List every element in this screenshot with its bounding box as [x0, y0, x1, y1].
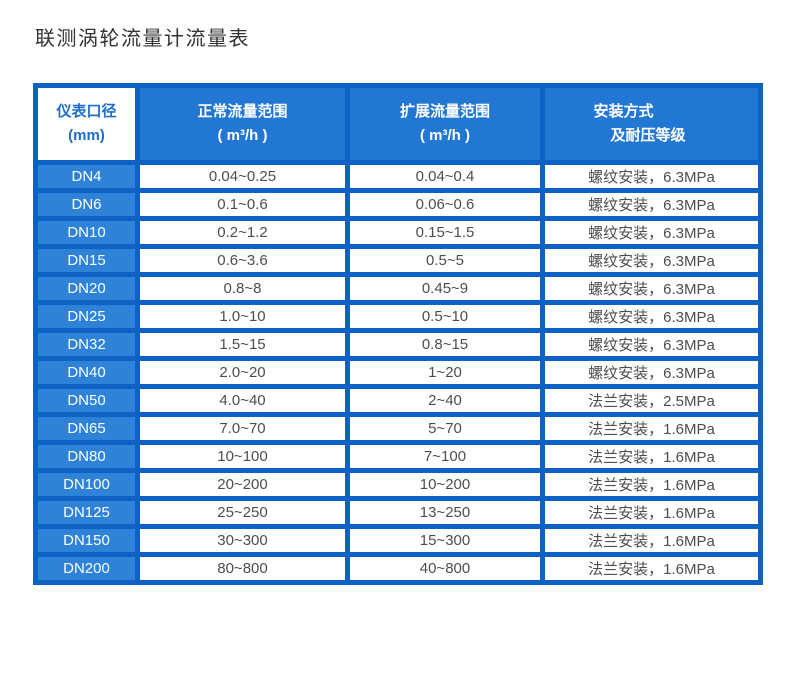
cell-install-method: 法兰安装，2.5MPa [540, 384, 763, 417]
cell-dn: DN50 [33, 384, 140, 417]
cell-install-method: 螺纹安装，6.3MPa [540, 272, 763, 305]
cell-install-method: 螺纹安装，6.3MPa [540, 160, 763, 193]
cell-dn: DN100 [33, 468, 140, 501]
cell-install-method: 螺纹安装，6.3MPa [540, 216, 763, 249]
cell-extended-range: 7~100 [345, 440, 545, 473]
cell-extended-range: 10~200 [345, 468, 545, 501]
header-normal-flow-range: 正常流量范围 ( m³/h ) [135, 83, 350, 165]
cell-normal-range: 0.04~0.25 [135, 160, 350, 193]
cell-dn: DN6 [33, 188, 140, 221]
cell-extended-range: 0.8~15 [345, 328, 545, 361]
cell-normal-range: 25~250 [135, 496, 350, 529]
cell-install-method: 法兰安装，1.6MPa [540, 468, 763, 501]
header-meter-diameter-line2: (mm) [68, 127, 105, 144]
table-row: DN125 25~250 13~250 法兰安装，1.6MPa [33, 496, 763, 529]
flow-rate-table: 仪表口径 (mm) 正常流量范围 ( m³/h ) 扩展流量范围 ( m³/h … [33, 83, 763, 585]
cell-dn: DN4 [33, 160, 140, 193]
cell-extended-range: 40~800 [345, 552, 545, 585]
cell-normal-range: 0.2~1.2 [135, 216, 350, 249]
header-install-method-block: 安装方式 及耐压等级 [593, 100, 685, 148]
cell-extended-range: 15~300 [345, 524, 545, 557]
page-title: 联测涡轮流量计流量表 [35, 28, 250, 50]
cell-normal-range: 30~300 [135, 524, 350, 557]
cell-install-method: 螺纹安装，6.3MPa [540, 300, 763, 333]
table-row: DN100 20~200 10~200 法兰安装，1.6MPa [33, 468, 763, 501]
cell-dn: DN25 [33, 300, 140, 333]
cell-extended-range: 0.15~1.5 [345, 216, 545, 249]
cell-dn: DN80 [33, 440, 140, 473]
header-install-method: 安装方式 及耐压等级 [540, 83, 763, 165]
table-row: DN25 1.0~10 0.5~10 螺纹安装，6.3MPa [33, 300, 763, 333]
cell-normal-range: 20~200 [135, 468, 350, 501]
cell-install-method: 法兰安装，1.6MPa [540, 524, 763, 557]
header-extended-flow-range-line1: 扩展流量范围 [399, 103, 490, 120]
table-row: DN40 2.0~20 1~20 螺纹安装，6.3MPa [33, 356, 763, 389]
header-install-method-line1: 安装方式 [593, 103, 654, 120]
cell-normal-range: 0.6~3.6 [135, 244, 350, 277]
cell-dn: DN150 [33, 524, 140, 557]
table-row: DN50 4.0~40 2~40 法兰安装，2.5MPa [33, 384, 763, 417]
header-install-method-line2: 及耐压等级 [610, 127, 686, 144]
cell-install-method: 法兰安装，1.6MPa [540, 412, 763, 445]
cell-install-method: 法兰安装，1.6MPa [540, 496, 763, 529]
cell-install-method: 法兰安装，1.6MPa [540, 552, 763, 585]
cell-dn: DN10 [33, 216, 140, 249]
cell-extended-range: 0.45~9 [345, 272, 545, 305]
table-row: DN200 80~800 40~800 法兰安装，1.6MPa [33, 552, 763, 585]
cell-install-method: 螺纹安装，6.3MPa [540, 356, 763, 389]
cell-install-method: 法兰安装，1.6MPa [540, 440, 763, 473]
cell-extended-range: 2~40 [345, 384, 545, 417]
cell-normal-range: 0.8~8 [135, 272, 350, 305]
header-normal-flow-range-line2: ( m³/h ) [217, 127, 268, 144]
cell-normal-range: 10~100 [135, 440, 350, 473]
cell-extended-range: 0.5~5 [345, 244, 545, 277]
table-row: DN65 7.0~70 5~70 法兰安装，1.6MPa [33, 412, 763, 445]
cell-dn: DN32 [33, 328, 140, 361]
cell-install-method: 螺纹安装，6.3MPa [540, 328, 763, 361]
cell-dn: DN125 [33, 496, 140, 529]
table-row: DN4 0.04~0.25 0.04~0.4 螺纹安装，6.3MPa [33, 160, 763, 193]
cell-dn: DN15 [33, 244, 140, 277]
header-extended-flow-range-line2: ( m³/h ) [420, 127, 470, 144]
cell-extended-range: 1~20 [345, 356, 545, 389]
header-meter-diameter-line1: 仪表口径 [56, 103, 117, 120]
header-normal-flow-range-line1: 正常流量范围 [197, 103, 288, 120]
cell-extended-range: 0.5~10 [345, 300, 545, 333]
cell-normal-range: 4.0~40 [135, 384, 350, 417]
cell-dn: DN20 [33, 272, 140, 305]
table-row: DN10 0.2~1.2 0.15~1.5 螺纹安装，6.3MPa [33, 216, 763, 249]
table-row: DN20 0.8~8 0.45~9 螺纹安装，6.3MPa [33, 272, 763, 305]
cell-normal-range: 0.1~0.6 [135, 188, 350, 221]
table-row: DN32 1.5~15 0.8~15 螺纹安装，6.3MPa [33, 328, 763, 361]
header-extended-flow-range: 扩展流量范围 ( m³/h ) [345, 83, 545, 165]
cell-normal-range: 2.0~20 [135, 356, 350, 389]
table-row: DN150 30~300 15~300 法兰安装，1.6MPa [33, 524, 763, 557]
cell-normal-range: 80~800 [135, 552, 350, 585]
cell-extended-range: 0.04~0.4 [345, 160, 545, 193]
table-row: DN15 0.6~3.6 0.5~5 螺纹安装，6.3MPa [33, 244, 763, 277]
cell-normal-range: 1.0~10 [135, 300, 350, 333]
cell-dn: DN40 [33, 356, 140, 389]
header-meter-diameter: 仪表口径 (mm) [33, 83, 140, 165]
table-row: DN80 10~100 7~100 法兰安装，1.6MPa [33, 440, 763, 473]
cell-install-method: 螺纹安装，6.3MPa [540, 188, 763, 221]
cell-dn: DN200 [33, 552, 140, 585]
cell-extended-range: 0.06~0.6 [345, 188, 545, 221]
cell-extended-range: 5~70 [345, 412, 545, 445]
table-row: DN6 0.1~0.6 0.06~0.6 螺纹安装，6.3MPa [33, 188, 763, 221]
cell-normal-range: 1.5~15 [135, 328, 350, 361]
cell-dn: DN65 [33, 412, 140, 445]
cell-normal-range: 7.0~70 [135, 412, 350, 445]
table-header-row: 仪表口径 (mm) 正常流量范围 ( m³/h ) 扩展流量范围 ( m³/h … [33, 83, 763, 165]
cell-install-method: 螺纹安装，6.3MPa [540, 244, 763, 277]
cell-extended-range: 13~250 [345, 496, 545, 529]
